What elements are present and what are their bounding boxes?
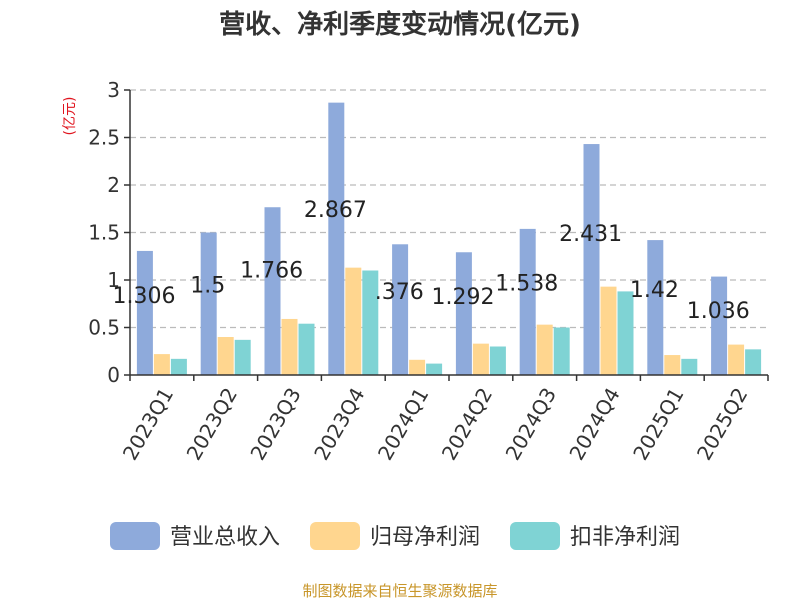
legend-item[interactable]: 营业总收入	[110, 522, 280, 550]
legend-item[interactable]: 归母净利润	[310, 522, 480, 550]
bar-2	[472, 343, 489, 375]
chart-title: 营收、净利季度变动情况(亿元)	[219, 9, 581, 40]
data-label: 1.766	[240, 259, 303, 284]
y-tick-label: 0.5	[88, 316, 120, 340]
y-tick-label: 3	[107, 78, 120, 102]
bar-1	[455, 252, 472, 375]
y-tick-label: 1.5	[88, 221, 120, 245]
data-label: 1.292	[432, 285, 495, 310]
bar-1	[647, 240, 664, 375]
legend-swatch	[310, 522, 360, 550]
bar-1	[392, 244, 409, 375]
legend-item[interactable]: 扣非净利润	[510, 522, 680, 550]
bar-3	[362, 270, 379, 375]
bar-2	[281, 318, 298, 375]
bar-1	[264, 207, 281, 375]
bar-2	[600, 286, 617, 375]
x-tick-label: 2025Q2	[692, 384, 752, 465]
x-tick-label: 2024Q1	[373, 384, 433, 465]
bar-2	[409, 359, 426, 375]
data-label: 2.867	[304, 198, 367, 223]
legend-label: 归母净利润	[370, 525, 480, 550]
bar-3	[617, 291, 634, 375]
y-tick-label: 2	[107, 173, 120, 197]
bar-1	[136, 250, 153, 375]
legend-label: 扣非净利润	[570, 525, 680, 550]
bar-1	[583, 144, 600, 375]
bar-2	[345, 267, 362, 375]
data-label: 1.036	[687, 299, 750, 324]
data-label: 2.431	[559, 222, 622, 247]
y-axis-unit-label: (亿元)	[62, 97, 78, 136]
x-tick-label: 2023Q4	[309, 384, 369, 465]
data-label: 1.538	[495, 271, 558, 296]
bar-3	[234, 339, 251, 375]
bar-1	[519, 228, 536, 375]
x-tick-label: 2024Q3	[501, 384, 561, 465]
bar-group	[136, 102, 762, 375]
x-tick-label: 2024Q2	[437, 384, 497, 465]
bar-2	[536, 324, 553, 375]
bar-2	[217, 337, 234, 375]
x-tick-label: 2023Q3	[245, 384, 305, 465]
bar-3	[170, 358, 187, 375]
bar-3	[681, 358, 698, 375]
bar-1	[200, 232, 217, 375]
y-tick-label: 2.5	[88, 126, 120, 150]
bar-1	[711, 276, 728, 375]
bar-3	[553, 327, 570, 375]
y-tick-label: 1	[107, 268, 120, 292]
bar-1	[328, 102, 345, 375]
data-label: .376	[375, 280, 424, 305]
bar-2	[664, 355, 681, 375]
data-label: 1.42	[630, 278, 679, 303]
bar-3	[489, 346, 506, 375]
bar-3	[745, 349, 762, 375]
bar-2	[728, 344, 745, 375]
x-tick-label: 2025Q1	[628, 384, 688, 465]
data-label: 1.5	[190, 273, 225, 298]
x-tick-label: 2024Q4	[564, 384, 624, 465]
data-label: 1.306	[113, 284, 176, 309]
legend: 营业总收入 归母净利润 扣非净利润	[110, 522, 680, 550]
y-tick-label: 0	[107, 363, 120, 387]
x-tick-label: 2023Q2	[182, 384, 242, 465]
bar-3	[298, 323, 315, 375]
bar-3	[426, 363, 443, 375]
x-tick-label: 2023Q1	[118, 384, 178, 465]
bar-2	[153, 354, 170, 375]
legend-swatch	[110, 522, 160, 550]
legend-swatch	[510, 522, 560, 550]
source-note: 制图数据来自恒生聚源数据库	[302, 582, 497, 600]
legend-label: 营业总收入	[170, 525, 280, 550]
